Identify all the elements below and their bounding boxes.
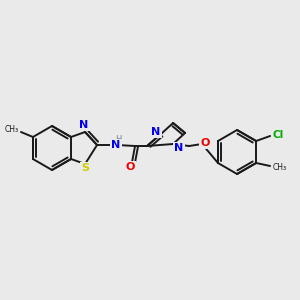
Text: Cl: Cl — [272, 130, 284, 140]
Text: N: N — [80, 120, 89, 130]
Text: N: N — [152, 127, 161, 137]
Text: H: H — [115, 134, 121, 143]
Text: O: O — [200, 138, 210, 148]
Text: CH₃: CH₃ — [5, 125, 19, 134]
Text: O: O — [125, 162, 135, 172]
Text: N: N — [111, 140, 121, 150]
Text: S: S — [81, 163, 89, 173]
Text: N: N — [174, 143, 184, 153]
Text: CH₃: CH₃ — [273, 164, 287, 172]
